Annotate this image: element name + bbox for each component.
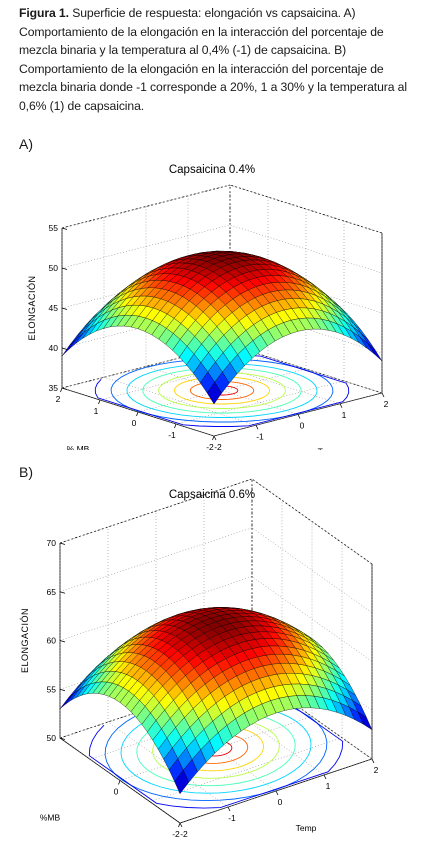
y-tick-label: 1 — [342, 410, 347, 420]
y-tick — [323, 774, 327, 780]
x-tick-label: 2 — [56, 394, 61, 404]
x-tick-label: 1 — [94, 406, 99, 416]
y-tick-label: -1 — [256, 431, 264, 441]
z-tick-label: 40 — [49, 343, 59, 353]
z-tick-label: 60 — [47, 636, 57, 646]
z-tick — [61, 347, 68, 350]
figure-caption: Figura 1. Superficie de respuesta: elong… — [19, 4, 414, 116]
chart-title: Capsaicina 0.4% — [169, 164, 255, 176]
y-axis: -2 -1 0 1 2 — [179, 758, 379, 838]
y-tick — [255, 425, 259, 430]
x-axis-label: % MB — [67, 444, 90, 450]
x-tick-label: -2 — [172, 829, 180, 838]
y-tick — [275, 790, 279, 796]
z-tick — [61, 307, 68, 310]
z-tick — [61, 227, 68, 230]
z-tick-label: 45 — [49, 303, 59, 313]
y-tick-label: 0 — [300, 421, 305, 431]
x-tick-label: -1 — [168, 430, 176, 440]
x-tick-label: -2 — [206, 442, 214, 450]
z-tick-label: 55 — [49, 223, 59, 233]
contour-line — [126, 363, 318, 418]
x-tick — [136, 411, 139, 417]
x-axis: 0 -2 — [114, 780, 181, 838]
z-tick-label: 50 — [47, 733, 57, 743]
z-axis: 50 55 60 65 70 — [47, 538, 66, 743]
y-axis-label: Temp — [296, 823, 317, 833]
contour-line — [142, 367, 302, 414]
z-tick — [59, 640, 66, 643]
y-tick — [179, 822, 183, 828]
y-axis-label: Temp — [318, 447, 339, 451]
surface-mesh — [59, 607, 373, 795]
y-tick — [213, 435, 217, 441]
surface-cell — [61, 338, 77, 357]
panel-a-label: A) — [19, 136, 33, 152]
y-tick — [297, 414, 301, 419]
x-tick — [178, 822, 181, 828]
z-tick — [61, 267, 68, 270]
z-axis: 35 40 45 50 55 — [49, 223, 68, 393]
y-tick — [371, 758, 375, 764]
x-tick — [98, 399, 101, 405]
z-tick-label: 65 — [47, 587, 57, 597]
plot-area: 35 40 45 50 55 ELONGACIÓN 2 1 0 -1 -2 % MB -2 -1 0 1 2 Te… — [27, 184, 389, 451]
y-tick-label: 0 — [278, 797, 283, 807]
contour-line — [158, 372, 286, 409]
caption-label: Figura 1. — [19, 6, 69, 20]
chart-b: 50 55 60 65 70 ELONGACIÓN 0 -2 %MB -2 -1 0 1 2 Temp Cap… — [20, 478, 379, 838]
x-axis: 2 1 0 -1 -2 — [56, 387, 215, 450]
plot-area: 50 55 60 65 70 ELONGACIÓN 0 -2 %MB -2 -1 0 1 2 Temp — [20, 478, 379, 838]
chart-a: 35 40 45 50 55 ELONGACIÓN 2 1 0 -1 -2 % MB -2 -1 0 1 2 Te… — [27, 164, 389, 451]
y-tick-label: 1 — [326, 781, 331, 791]
x-tick — [60, 387, 63, 393]
x-tick-label: 0 — [114, 787, 119, 797]
y-tick — [339, 403, 343, 408]
chart-title: Capsaicina 0.6% — [169, 489, 255, 501]
surface-cell — [206, 381, 222, 405]
surface-cell — [174, 769, 189, 795]
x-tick — [174, 423, 177, 429]
z-tick-label: 50 — [49, 263, 59, 273]
surface-cell — [367, 342, 383, 362]
y-tick-label: -1 — [228, 813, 236, 823]
y-tick-label: -2 — [180, 829, 188, 838]
y-tick-label: 2 — [384, 399, 389, 409]
y-tick — [227, 806, 231, 812]
x-tick-label: 0 — [132, 418, 137, 428]
x-axis-label: %MB — [40, 813, 61, 823]
x-tick — [118, 780, 121, 785]
z-tick — [59, 591, 66, 594]
surface-cell — [68, 332, 84, 350]
z-tick-label: 55 — [47, 684, 57, 694]
surface-mesh — [61, 250, 383, 405]
y-tick-label: -2 — [214, 442, 222, 450]
z-tick-label: 35 — [49, 383, 59, 393]
contour-line — [189, 381, 255, 400]
y-tick-label: 2 — [374, 765, 379, 775]
z-tick — [61, 387, 68, 390]
contour-line — [174, 376, 270, 405]
panel-b-label: B) — [19, 464, 33, 480]
z-tick — [59, 542, 66, 545]
z-tick-label: 70 — [47, 538, 57, 548]
z-tick — [59, 737, 66, 740]
z-axis-label: ELONGACIÓN — [20, 608, 30, 673]
surface-cell — [59, 692, 75, 709]
caption-text: Superficie de respuesta: elongación vs c… — [19, 6, 407, 113]
y-axis: -2 -1 0 1 2 — [213, 392, 389, 450]
y-tick — [381, 392, 385, 398]
z-axis-label: ELONGACIÓN — [27, 275, 37, 340]
z-tick — [59, 688, 66, 692]
x-tick — [212, 435, 215, 441]
